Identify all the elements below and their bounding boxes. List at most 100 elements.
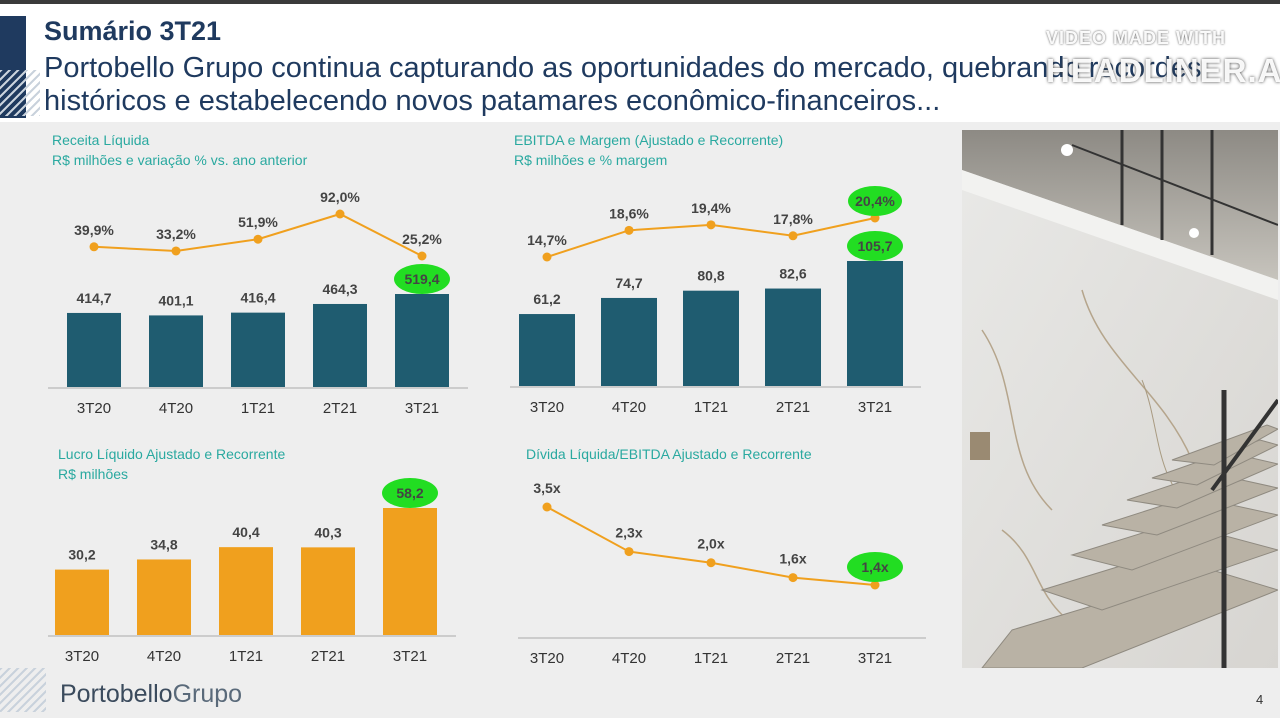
bar-1T21	[231, 313, 285, 388]
x-tick-label: 3T20	[530, 650, 564, 667]
line-value-label: 17,8%	[773, 211, 813, 227]
bar-value-label: 82,6	[779, 266, 806, 282]
top-border	[0, 0, 1280, 4]
x-tick-label: 3T21	[405, 400, 439, 417]
x-tick-label: 3T21	[858, 399, 892, 416]
bar-value-label: 401,1	[158, 292, 193, 308]
line-point	[707, 220, 716, 229]
x-tick-label: 1T21	[694, 399, 728, 416]
bar-value-label: 34,8	[150, 536, 177, 552]
bar-value-label: 416,4	[240, 290, 275, 306]
x-tick-label: 3T20	[65, 648, 99, 665]
line-point	[789, 573, 798, 582]
line-point	[625, 547, 634, 556]
bar-4T20	[601, 298, 657, 387]
watermark-line2: HEADLINER.APP	[1046, 52, 1280, 90]
bar-3T21	[383, 508, 437, 636]
chart-divida: Dívida Líquida/EBITDA Ajustado e Recorre…	[510, 444, 930, 674]
page-number: 4	[1256, 692, 1263, 707]
bar-2T21	[765, 289, 821, 387]
line-value-label: 33,2%	[156, 226, 196, 242]
bar-value-label: 40,4	[232, 524, 259, 540]
line-point	[707, 558, 716, 567]
portobello-logo: PortobelloGrupo	[60, 680, 242, 709]
bar-3T20	[67, 313, 121, 388]
logo-text-right: Grupo	[173, 680, 242, 708]
footer-hatch-decoration	[0, 668, 46, 712]
x-tick-label: 4T20	[159, 400, 193, 417]
title-hatch-decoration	[0, 70, 40, 116]
x-tick-label: 3T20	[77, 400, 111, 417]
line-point	[543, 253, 552, 262]
line-value-label: 18,6%	[609, 205, 649, 221]
line-value-label: 1,4x	[861, 559, 888, 575]
chart-lucro: Lucro Líquido Ajustado e Recorrente R$ m…	[48, 444, 468, 674]
chart-subtitle: R$ milhões e variação % vs. ano anterior	[52, 150, 307, 170]
bar-4T20	[149, 315, 203, 388]
chart-subtitle: R$ milhões e % margem	[514, 150, 783, 170]
line-point	[254, 235, 263, 244]
watermark-line1: VIDEO MADE WITH	[1046, 28, 1226, 49]
bar-value-label: 414,7	[76, 290, 111, 306]
line-point	[336, 210, 345, 219]
bar-value-label: 40,3	[314, 524, 341, 540]
line-value-label: 14,7%	[527, 232, 567, 248]
x-tick-label: 4T20	[612, 399, 646, 416]
x-tick-label: 4T20	[612, 650, 646, 667]
x-tick-label: 2T21	[776, 399, 810, 416]
line-value-label: 2,3x	[615, 525, 642, 541]
x-tick-label: 1T21	[694, 650, 728, 667]
bar-value-label: 58,2	[396, 485, 423, 501]
chart-title: EBITDA e Margem (Ajustado e Recorrente)	[514, 130, 783, 150]
bar-1T21	[219, 547, 273, 636]
x-tick-label: 2T21	[776, 650, 810, 667]
x-tick-label: 3T21	[393, 648, 427, 665]
logo-text-left: Portobello	[60, 680, 173, 708]
chart-title: Dívida Líquida/EBITDA Ajustado e Recorre…	[526, 444, 812, 464]
bar-value-label: 74,7	[615, 275, 642, 291]
bar-value-label: 519,4	[404, 271, 439, 287]
bar-3T21	[847, 261, 903, 387]
line-value-label: 92,0%	[320, 189, 360, 205]
chart-receita: Receita Líquida R$ milhões e variação % …	[48, 130, 468, 420]
chart-title: Lucro Líquido Ajustado e Recorrente	[58, 444, 285, 464]
line-value-label: 25,2%	[402, 231, 442, 247]
bar-value-label: 61,2	[533, 291, 560, 307]
bar-value-label: 30,2	[68, 547, 95, 563]
bar-3T21	[395, 294, 449, 388]
line-point	[172, 246, 181, 255]
x-tick-label: 4T20	[147, 648, 181, 665]
x-tick-label: 3T21	[858, 650, 892, 667]
line-value-label: 19,4%	[691, 200, 731, 216]
chart-subtitle: R$ milhões	[58, 464, 285, 484]
bar-value-label: 464,3	[322, 281, 357, 297]
line-value-label: 2,0x	[697, 536, 724, 552]
bar-value-label: 105,7	[857, 238, 892, 254]
divida-chart-svg: 3,5x 3T20 2,3x 4T20 2,0x 1T21 1,6x 2T21 1,4x 3T21	[510, 444, 930, 674]
line-value-label: 51,9%	[238, 214, 278, 230]
bar-value-label: 80,8	[697, 268, 724, 284]
x-tick-label: 1T21	[241, 400, 275, 417]
line-point	[418, 252, 427, 261]
ebitda-chart-svg: 61,2 3T20 74,7 4T20 80,8 1T21 82,6 2T21 105,7 3T2…	[510, 130, 930, 420]
chart-title: Receita Líquida	[52, 130, 307, 150]
line-point	[789, 231, 798, 240]
x-tick-label: 2T21	[323, 400, 357, 417]
slide-title: Sumário 3T21	[44, 16, 221, 47]
line-point	[90, 242, 99, 251]
bar-2T21	[301, 547, 355, 636]
x-tick-label: 1T21	[229, 648, 263, 665]
line-value-label: 20,4%	[855, 193, 895, 209]
bar-4T20	[137, 559, 191, 636]
x-tick-label: 2T21	[311, 648, 345, 665]
staircase-photo	[962, 130, 1278, 668]
chart-ebitda: EBITDA e Margem (Ajustado e Recorrente) …	[510, 130, 930, 420]
bar-3T20	[519, 314, 575, 387]
line-value-label: 3,5x	[533, 480, 560, 496]
bar-1T21	[683, 291, 739, 387]
line-point	[625, 226, 634, 235]
line-point	[543, 503, 552, 512]
x-tick-label: 3T20	[530, 399, 564, 416]
receita-chart-svg: 414,7 3T20 401,1 4T20 416,4 1T21 464,3 2T21 519,…	[48, 130, 468, 420]
bar-2T21	[313, 304, 367, 388]
